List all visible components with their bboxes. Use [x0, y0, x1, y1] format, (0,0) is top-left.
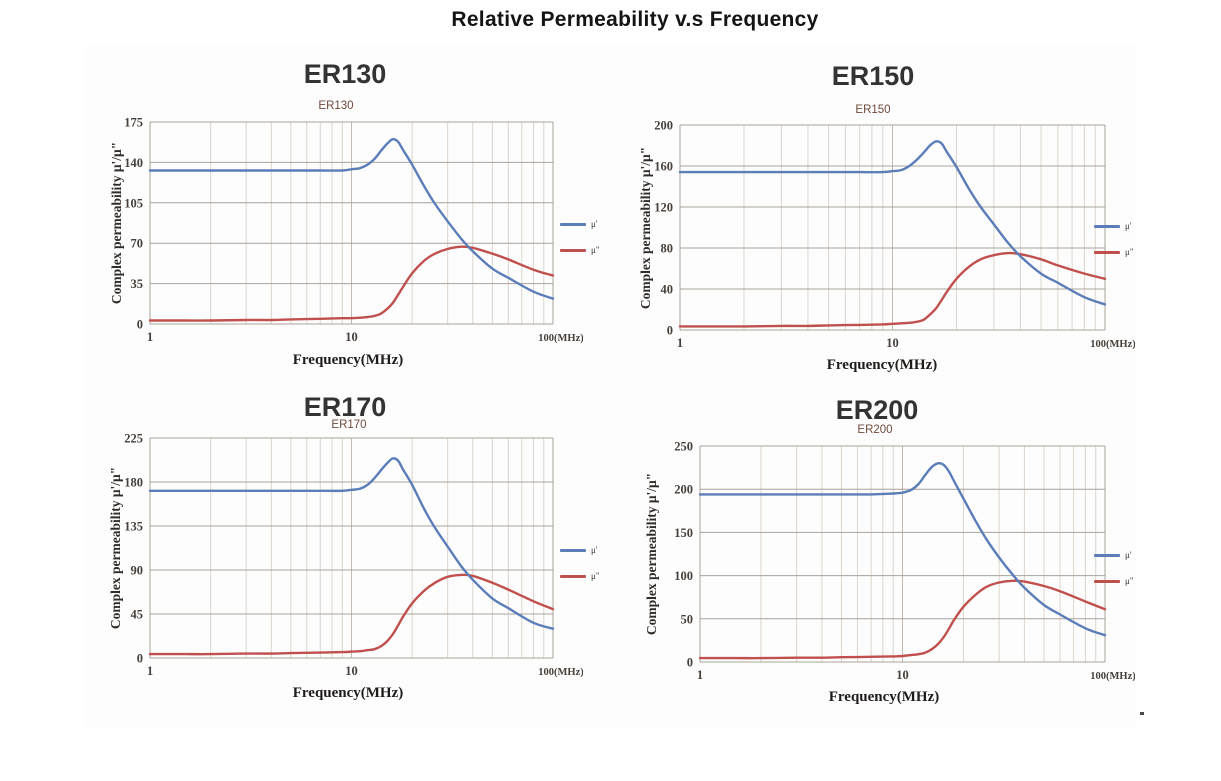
y-tick-label: 105 [124, 196, 143, 210]
y-tick-label: 90 [131, 564, 144, 578]
x-tick-label: 1 [697, 668, 703, 682]
chart-er200-plot: 0 50 100 150 200 250 1 10 100(MHz) [674, 440, 1135, 683]
x-tick-label: 100(MHz) [538, 667, 583, 678]
y-tick-label: 160 [654, 160, 673, 174]
series-line-mu-prime [148, 138, 555, 300]
artifact-dot [1140, 712, 1144, 715]
figure-background [85, 44, 1137, 727]
legend-label: μ" [591, 570, 600, 581]
y-tick-label: 250 [674, 440, 693, 454]
legend-item-mu-double-prime: μ" [1094, 575, 1134, 587]
y-tick-label: 225 [124, 432, 143, 446]
mu-prime-line-swatch [1094, 224, 1120, 228]
x-tick-label: 10 [886, 336, 899, 350]
chart-er200-x-axis-label: Frequency(MHz) [828, 689, 940, 705]
legend-label: μ' [1125, 549, 1132, 560]
y-tick-label: 200 [654, 119, 673, 133]
legend-label: μ' [591, 544, 598, 555]
chart-er130-title: ER130 [303, 59, 387, 89]
x-tick-label: 100(MHz) [1090, 671, 1135, 682]
series-line-mu-prime [148, 457, 555, 630]
chart-er130-x-axis-label: Frequency(MHz) [292, 352, 404, 368]
chart-er130-legend: μ' μ" [560, 218, 600, 256]
series-line-mu-prime [698, 462, 1107, 637]
chart-er150-x-axis-label: Frequency(MHz) [826, 357, 938, 373]
chart-er200-inner-title: ER200 [857, 424, 893, 436]
x-tick-label: 100(MHz) [538, 333, 583, 344]
y-tick-label: 180 [124, 476, 143, 490]
y-tick-label: 100 [674, 569, 693, 583]
mu-double-prime-line-swatch [1094, 250, 1120, 254]
y-tick-label: 70 [131, 237, 144, 251]
legend-label: μ" [1125, 246, 1134, 257]
x-tick-label: 1 [677, 336, 683, 350]
legend-label: μ' [591, 218, 598, 229]
y-tick-label: 80 [661, 242, 674, 256]
chart-er170-legend: μ' μ" [560, 544, 600, 582]
series-line-mu-prime [678, 140, 1107, 306]
y-tick-label: 140 [124, 156, 143, 170]
legend-item-mu-prime: μ' [1094, 220, 1134, 232]
x-tick-label: 10 [345, 330, 358, 344]
legend-label: μ' [1125, 220, 1132, 231]
chart-er150-legend: μ' μ" [1094, 220, 1134, 258]
legend-item-mu-prime: μ' [560, 544, 600, 556]
mu-prime-line-swatch [1094, 553, 1120, 557]
figure-title: Relative Permeability v.s Frequency [451, 8, 819, 31]
legend-item-mu-prime: μ' [560, 218, 600, 230]
y-tick-label: 0 [687, 656, 693, 670]
mu-prime-line-swatch [560, 222, 586, 226]
y-tick-label: 175 [124, 116, 143, 130]
mu-double-prime-line-swatch [560, 248, 586, 252]
x-tick-label: 10 [896, 668, 909, 682]
chart-er200-legend: μ' μ" [1094, 549, 1134, 587]
x-tick-label: 10 [345, 664, 358, 678]
y-tick-label: 0 [667, 324, 673, 338]
legend-item-mu-double-prime: μ" [560, 570, 600, 582]
x-tick-label: 1 [147, 664, 153, 678]
chart-er170-plot: 0 45 90 135 180 225 1 10 100(MHz) [124, 432, 583, 679]
chart-er150-title: ER150 [831, 61, 915, 91]
y-tick-label: 135 [124, 520, 143, 534]
series-line-mu-double-prime [698, 579, 1107, 660]
chart-er170-inner-title: ER170 [331, 419, 367, 431]
legend-label: μ" [1125, 575, 1134, 586]
chart-er130-plot: 0 35 70 105 140 175 1 10 100(MHz) [124, 116, 583, 345]
y-tick-label: 0 [137, 652, 143, 666]
legend-item-mu-double-prime: μ" [1094, 246, 1134, 258]
legend-label: μ" [591, 244, 600, 255]
mu-prime-line-swatch [560, 548, 586, 552]
chart-er200-title: ER200 [835, 395, 919, 425]
x-tick-label: 100(MHz) [1090, 339, 1135, 350]
chart-er150-inner-title: ER150 [855, 104, 891, 116]
y-tick-label: 50 [681, 612, 694, 626]
legend-item-mu-double-prime: μ" [560, 244, 600, 256]
mu-double-prime-line-swatch [1094, 579, 1120, 583]
y-tick-label: 150 [674, 526, 693, 540]
y-tick-label: 45 [131, 608, 144, 622]
x-tick-label: 1 [147, 330, 153, 344]
mu-double-prime-line-swatch [560, 574, 586, 578]
y-tick-label: 35 [131, 277, 144, 291]
legend-item-mu-prime: μ' [1094, 549, 1134, 561]
y-tick-label: 200 [674, 483, 693, 497]
chart-er170-title: ER170 [303, 392, 387, 422]
chart-er130-inner-title: ER130 [318, 100, 354, 112]
y-tick-label: 120 [654, 201, 673, 215]
y-tick-label: 0 [137, 318, 143, 332]
chart-er150-plot: 0 40 80 120 160 200 1 10 100(MHz) [654, 119, 1135, 351]
y-tick-label: 40 [661, 283, 674, 297]
chart-er170-x-axis-label: Frequency(MHz) [292, 685, 404, 701]
